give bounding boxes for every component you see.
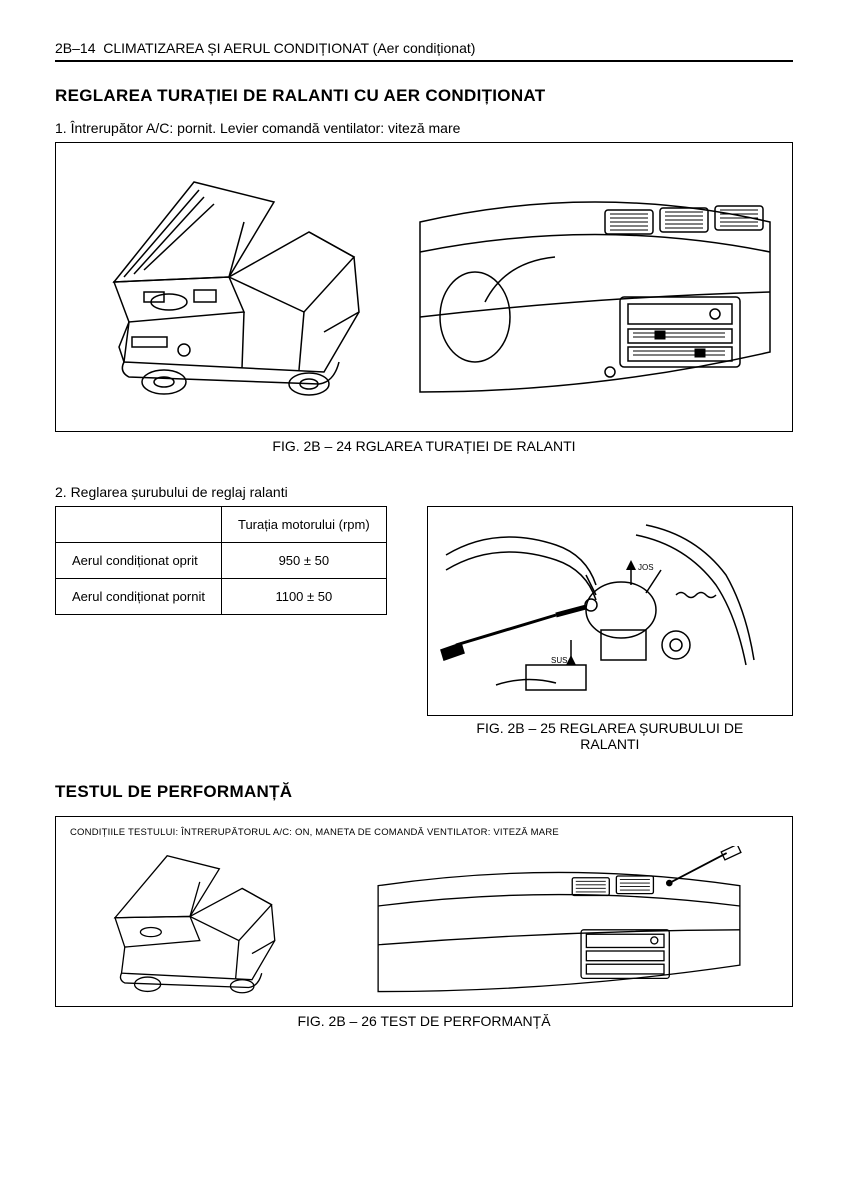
figure-24-caption: FIG. 2B – 24 RGLAREA TURAȚIEI DE RALANTI <box>55 438 793 454</box>
figure-25-caption: FIG. 2B – 25 REGLAREA ȘURUBULUI DE RALAN… <box>427 720 793 752</box>
label-sus: SUS <box>551 656 567 665</box>
table-label: Aerul condiționat oprit <box>56 543 222 579</box>
table-row: Aerul condiționat pornit 1100 ± 50 <box>56 579 387 615</box>
section1-title: REGLAREA TURAȚIEI DE RALANTI CU AER COND… <box>55 86 793 106</box>
table-row: Aerul condiționat oprit 950 ± 50 <box>56 543 387 579</box>
table-empty-header <box>56 507 222 543</box>
test-conditions-text: CONDIȚIILE TESTULUI: ÎNTRERUPĂTORUL A/C:… <box>70 827 778 838</box>
figure-24-frame <box>55 142 793 432</box>
figure-26-frame: CONDIȚIILE TESTULUI: ÎNTRERUPĂTORUL A/C:… <box>55 816 793 1007</box>
table-label: Aerul condiționat pornit <box>56 579 222 615</box>
dashboard-illustration <box>415 162 775 412</box>
step2-text: 2. Reglarea șurubului de reglaj ralanti <box>55 484 793 500</box>
vehicle-hood-open-small-illustration <box>80 846 300 996</box>
idle-screw-adjustment-illustration: JOS SUS <box>436 515 756 705</box>
table-value: 950 ± 50 <box>221 543 386 579</box>
label-jos: JOS <box>638 563 654 572</box>
page-code: 2B–14 <box>55 40 95 56</box>
rpm-table: Turația motorului (rpm) Aerul condiționa… <box>55 506 387 615</box>
dashboard-thermometer-illustration <box>349 846 769 996</box>
page-header: 2B–14 CLIMATIZAREA ȘI AERUL CONDIȚIONAT … <box>55 40 793 62</box>
figure-25-frame: JOS SUS <box>427 506 793 716</box>
table-rpm-header: Turația motorului (rpm) <box>221 507 386 543</box>
section2-title: TESTUL DE PERFORMANȚĂ <box>55 782 793 802</box>
table-value: 1100 ± 50 <box>221 579 386 615</box>
chapter-title: CLIMATIZAREA ȘI AERUL CONDIȚIONAT (Aer c… <box>103 40 475 56</box>
step1-text: 1. Întrerupător A/C: pornit. Levier coma… <box>55 120 793 136</box>
rpm-table-container: Turația motorului (rpm) Aerul condiționa… <box>55 506 387 615</box>
figure-26-caption: FIG. 2B – 26 TEST DE PERFORMANȚĂ <box>55 1013 793 1029</box>
table-header-row: Turația motorului (rpm) <box>56 507 387 543</box>
vehicle-hood-open-illustration <box>74 162 384 412</box>
